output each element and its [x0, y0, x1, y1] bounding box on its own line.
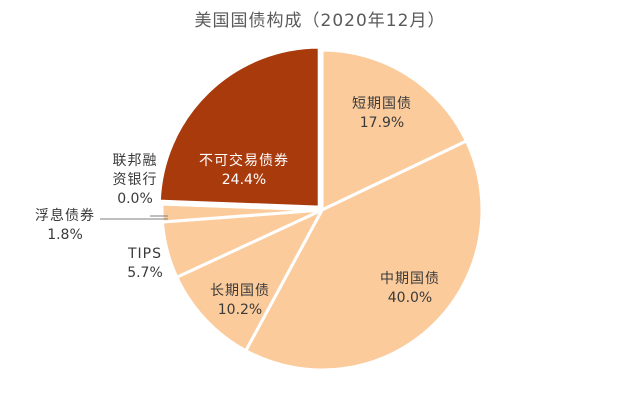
slice-label: TIPS	[127, 246, 162, 262]
slice-label: 中期国债	[380, 271, 440, 287]
pie-slice	[243, 138, 484, 372]
pie-slice	[320, 48, 469, 213]
slice-value-label: 24.4%	[222, 172, 266, 188]
slice-label: 联邦融	[113, 153, 158, 169]
slice-label: 短期国债	[352, 96, 412, 112]
slice-label: 浮息债券	[35, 207, 95, 224]
slice-label: 不可交易债券	[199, 152, 289, 169]
slice-label: 长期国债	[210, 283, 270, 299]
pie-slice	[174, 206, 326, 353]
pie-slice	[157, 45, 321, 209]
slice-value-label: 10.2%	[218, 302, 262, 318]
slice-value-label: 17.9%	[360, 115, 404, 131]
slice-value-label: 40.0%	[388, 290, 432, 306]
slice-value-label: 1.8%	[47, 227, 83, 243]
slice-value-label: 5.7%	[127, 265, 163, 281]
chart-title: 美国国债构成（2020年12月）	[194, 11, 446, 31]
pie-slice	[162, 202, 323, 212]
slice-value-label: 0.0%	[117, 191, 153, 207]
slice-label: 资银行	[113, 172, 158, 188]
